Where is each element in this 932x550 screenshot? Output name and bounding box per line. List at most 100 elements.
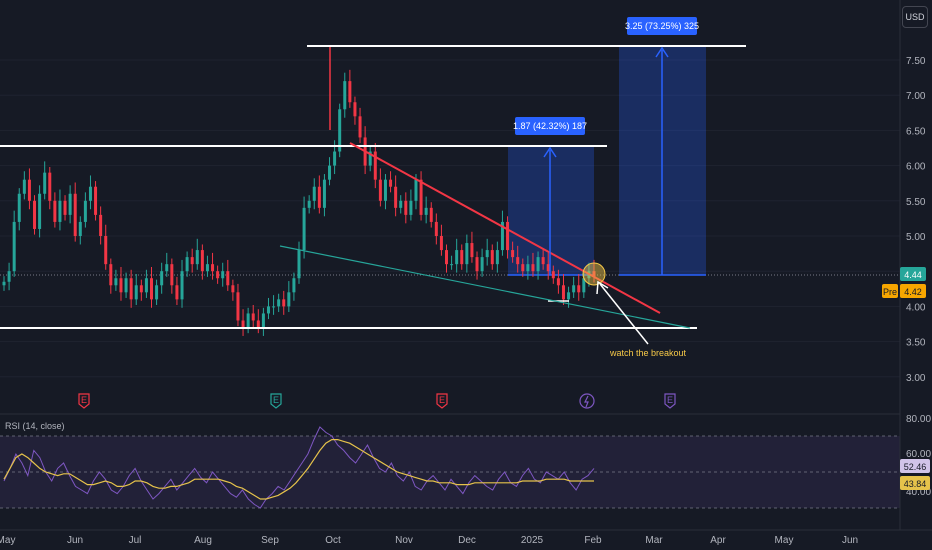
candle bbox=[83, 192, 87, 228]
candle bbox=[455, 238, 459, 273]
arrowhead-1 bbox=[543, 146, 557, 158]
earnings-marker[interactable]: E bbox=[78, 393, 90, 409]
candle bbox=[409, 189, 413, 221]
candle bbox=[531, 252, 535, 277]
price-axis[interactable]: 7.507.006.506.005.505.004.504.003.503.00 bbox=[906, 56, 926, 384]
candle bbox=[68, 185, 72, 224]
candles bbox=[2, 46, 596, 336]
candle bbox=[328, 157, 332, 186]
earnings-marker[interactable]: E bbox=[270, 393, 282, 409]
candle bbox=[226, 259, 230, 291]
candle bbox=[200, 244, 204, 280]
dividend-marker[interactable] bbox=[579, 393, 595, 409]
time-tick-label: Feb bbox=[584, 535, 602, 546]
candle bbox=[165, 252, 169, 277]
time-tick-label: Nov bbox=[395, 535, 413, 546]
rsi-axis[interactable]: 80.00 60.00 40.00 bbox=[906, 414, 931, 498]
candle bbox=[419, 171, 423, 221]
candle bbox=[22, 171, 26, 200]
time-tick-label: Mar bbox=[645, 535, 663, 546]
time-tick-label: Apr bbox=[710, 535, 726, 546]
candle bbox=[378, 168, 382, 207]
candle bbox=[307, 195, 311, 214]
time-tick-label: 2025 bbox=[521, 535, 544, 546]
lower-trendline[interactable] bbox=[279, 245, 691, 329]
candle bbox=[88, 175, 92, 210]
candle bbox=[536, 251, 540, 280]
candle bbox=[2, 276, 6, 291]
arrowhead-2 bbox=[655, 46, 669, 58]
last-price-tag bbox=[900, 267, 926, 281]
candle bbox=[404, 192, 408, 224]
rsi-tick-label: 80.00 bbox=[906, 414, 931, 425]
candle bbox=[394, 175, 398, 217]
price-tick-label: 6.50 bbox=[906, 126, 926, 137]
candle bbox=[99, 206, 103, 245]
pre-tag-label: Pre bbox=[883, 287, 897, 297]
candle bbox=[104, 224, 108, 270]
candle bbox=[317, 175, 321, 214]
candle bbox=[78, 216, 82, 245]
rsi-ma-line bbox=[3, 439, 594, 500]
candle bbox=[506, 216, 510, 259]
candle bbox=[38, 185, 42, 238]
candle bbox=[343, 72, 347, 118]
candle bbox=[205, 255, 209, 277]
candle bbox=[312, 178, 316, 210]
time-tick-label: Jul bbox=[129, 535, 142, 546]
candle bbox=[292, 272, 296, 301]
candle bbox=[170, 258, 174, 294]
target-label-2-bg bbox=[627, 17, 697, 35]
time-axis[interactable]: May Jun Jul Aug Sep Oct Nov Dec 2025 Feb Mar Apr May… bbox=[0, 535, 858, 546]
candle bbox=[43, 161, 47, 200]
candle bbox=[58, 189, 62, 231]
callout-arrowhead bbox=[596, 280, 609, 295]
candle bbox=[48, 167, 52, 210]
target-label-1: 1.87 (42.32%) 187 bbox=[513, 121, 587, 131]
candle bbox=[516, 245, 520, 273]
time-tick-label: Jun bbox=[67, 535, 83, 546]
candle bbox=[465, 234, 469, 273]
rsi-value: 52.46 bbox=[904, 462, 927, 472]
target-zone-1 bbox=[508, 146, 594, 275]
candle bbox=[185, 251, 189, 277]
candle bbox=[490, 244, 494, 270]
currency-button[interactable]: USD bbox=[902, 6, 928, 28]
rsi-tick-label: 40.00 bbox=[906, 487, 931, 498]
candle bbox=[592, 259, 596, 283]
candle bbox=[287, 281, 291, 313]
candle bbox=[297, 241, 301, 284]
callout-arrow bbox=[599, 283, 649, 345]
candle bbox=[251, 304, 255, 329]
price-tick-label: 6.00 bbox=[906, 162, 926, 173]
candle bbox=[73, 182, 77, 242]
price-tick-label: 7.50 bbox=[906, 56, 926, 67]
earnings-marker-label: E bbox=[81, 395, 87, 405]
price-tick-label: 3.00 bbox=[906, 373, 926, 384]
target-label-2: 3.25 (73.25%) 325 bbox=[625, 21, 699, 31]
candle bbox=[160, 262, 164, 294]
candle bbox=[358, 107, 362, 144]
earnings-marker[interactable]: E bbox=[436, 393, 448, 409]
candle bbox=[134, 274, 138, 305]
candle bbox=[266, 297, 270, 320]
candle bbox=[546, 252, 550, 280]
price-tick-label: 3.50 bbox=[906, 338, 926, 349]
earnings-marker-label: E bbox=[667, 395, 673, 405]
breakout-highlight bbox=[582, 262, 606, 286]
candle bbox=[500, 210, 504, 256]
candle bbox=[348, 69, 352, 108]
time-tick-label: May bbox=[775, 535, 794, 546]
candle bbox=[338, 103, 342, 158]
candle bbox=[353, 96, 357, 125]
earnings-marker[interactable]: E bbox=[664, 393, 676, 409]
price-grid bbox=[0, 59, 900, 378]
time-tick-label: May bbox=[0, 535, 15, 546]
candle bbox=[195, 238, 199, 270]
pre-price-tag bbox=[900, 284, 926, 298]
candle bbox=[485, 238, 489, 266]
descending-trendline[interactable] bbox=[349, 142, 661, 314]
candle bbox=[577, 274, 581, 301]
